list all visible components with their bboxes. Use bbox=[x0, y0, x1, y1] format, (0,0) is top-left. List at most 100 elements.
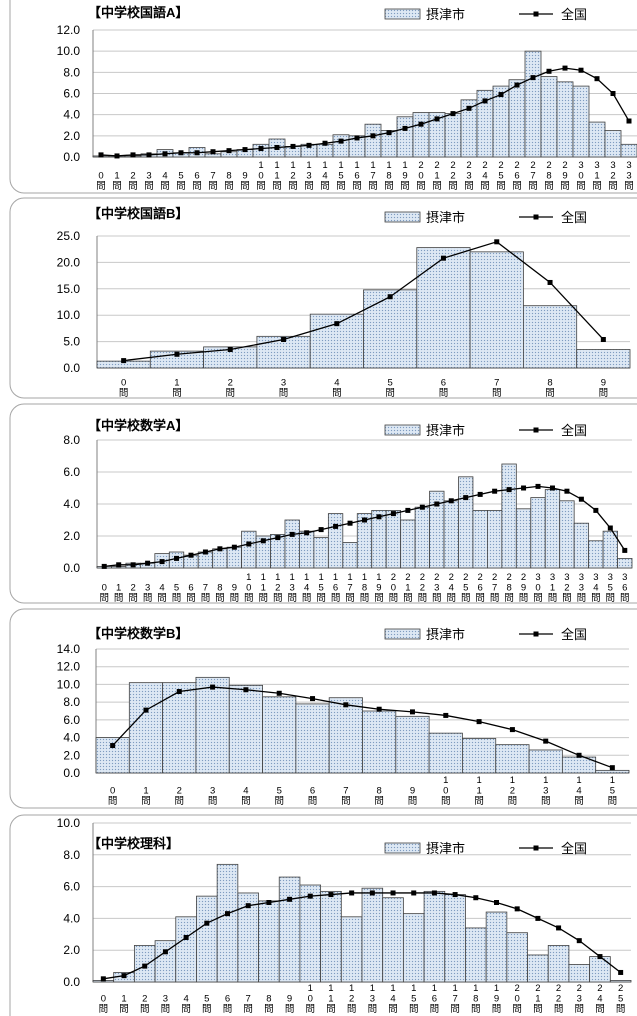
marker-national-5 bbox=[276, 690, 282, 696]
panel-border bbox=[9, 197, 637, 399]
bar-settsu-16 bbox=[327, 513, 344, 569]
marker-national-26 bbox=[514, 82, 520, 88]
marker-national-8 bbox=[547, 279, 553, 285]
marker-national-18 bbox=[473, 895, 479, 901]
y-tick-label: 6.0 bbox=[63, 713, 80, 727]
bar-settsu-30 bbox=[530, 497, 546, 569]
bar-settsu-8 bbox=[362, 710, 397, 774]
marker-national-22 bbox=[419, 504, 425, 510]
marker-national-19 bbox=[402, 125, 408, 131]
y-tick-label: 0.0 bbox=[63, 975, 80, 989]
legend-label-settsu: 摂津市 bbox=[426, 841, 465, 856]
bar-settsu-26 bbox=[472, 509, 488, 569]
chart-panel-5: 0.0 2.0 4.0 6.0 8.0 10.0 0 問 1 問 2 問 3 問 4 問 5 問 6 問 7 問 8 問 9 問 1… bbox=[9, 814, 637, 1016]
marker-national-31 bbox=[594, 76, 600, 82]
marker-national-21 bbox=[405, 507, 411, 513]
marker-national-7 bbox=[494, 239, 500, 245]
marker-national-27 bbox=[530, 75, 536, 81]
marker-national-19 bbox=[494, 900, 499, 905]
marker-national-5 bbox=[204, 920, 210, 926]
marker-national-3 bbox=[146, 152, 152, 158]
legend-label-national: 全国 bbox=[561, 423, 587, 438]
marker-national-4 bbox=[183, 934, 189, 940]
marker-national-12 bbox=[290, 143, 296, 149]
marker-national-14 bbox=[322, 140, 328, 146]
bar-settsu-11 bbox=[320, 890, 342, 983]
bar-settsu-10 bbox=[241, 530, 257, 569]
marker-national-1 bbox=[143, 707, 149, 713]
marker-national-8 bbox=[266, 900, 272, 905]
marker-national-5 bbox=[178, 150, 184, 156]
y-tick-label: 10.0 bbox=[57, 44, 81, 58]
marker-national-25 bbox=[463, 495, 469, 501]
marker-national-15 bbox=[411, 890, 417, 896]
marker-national-15 bbox=[338, 138, 344, 144]
y-tick-label: 6.0 bbox=[63, 465, 80, 479]
legend-swatch-settsu bbox=[384, 842, 421, 854]
chart-title: 【中学校国語A】 bbox=[88, 5, 188, 20]
chart-panel-4: 0.0 2.0 4.0 6.0 8.0 10.0 12.0 14.0 0 問 1 問 2 問 3 問 4 問 5 問 6… bbox=[9, 608, 637, 809]
legend: 摂津市 全国 bbox=[384, 627, 587, 642]
bar-settsu-8 bbox=[258, 900, 280, 983]
marker-national-1 bbox=[116, 562, 122, 568]
marker-national-30 bbox=[535, 483, 541, 489]
bar-settsu-26 bbox=[508, 79, 526, 158]
marker-national-29 bbox=[521, 485, 527, 491]
bar-settsu-5 bbox=[363, 289, 418, 369]
marker-national-24 bbox=[597, 954, 603, 960]
marker-national-1 bbox=[174, 351, 180, 357]
bar-settsu-24 bbox=[443, 500, 459, 569]
bar-settsu-31 bbox=[544, 489, 561, 569]
y-tick-label: 4.0 bbox=[63, 108, 80, 122]
legend-swatch-settsu bbox=[384, 628, 421, 640]
marker-national-30 bbox=[578, 67, 584, 73]
marker-national-11 bbox=[328, 892, 334, 898]
panel-border bbox=[9, 608, 637, 809]
marker-national-13 bbox=[369, 890, 375, 896]
marker-national-28 bbox=[506, 487, 512, 493]
marker-national-10 bbox=[307, 893, 313, 899]
bar-settsu-32 bbox=[559, 500, 575, 569]
y-tick-label: 10.0 bbox=[57, 677, 81, 691]
y-tick-label: 5.0 bbox=[63, 335, 80, 349]
bar-settsu-19 bbox=[396, 116, 414, 158]
